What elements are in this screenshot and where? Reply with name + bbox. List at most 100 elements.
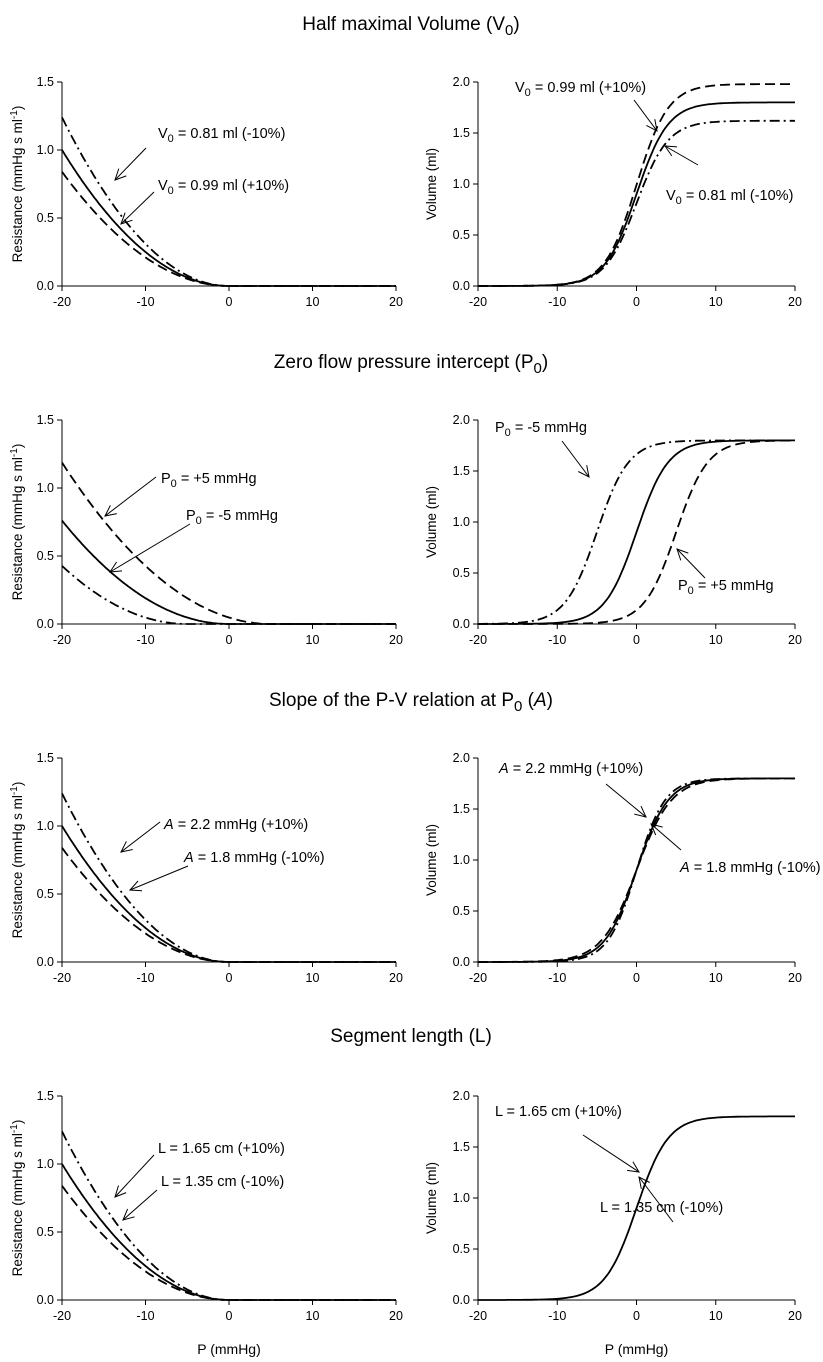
- x-tick-label: 20: [788, 971, 802, 985]
- y-tick-label: 1.5: [453, 1140, 470, 1154]
- resistance-annotation-1: A = 2.2 mmHg (+10%): [120, 817, 308, 853]
- resistance-series-dash: [61, 847, 396, 963]
- y-tick-label: 1.5: [453, 802, 470, 816]
- section-2: Zero flow pressure intercept (P0) 0.0 0.5 1…: [9, 352, 802, 647]
- y-tick-label: 0.0: [37, 279, 54, 293]
- resistance-annotation-2: P0 = -5 mmHg: [109, 508, 278, 573]
- annotation-arrowhead: [676, 548, 689, 561]
- annotation-text: P0 = +5 mmHg: [678, 578, 774, 597]
- y-tick-label: 1.5: [453, 126, 470, 140]
- x-tick-label: 0: [633, 633, 640, 647]
- y-tick-label: 0.5: [37, 887, 54, 901]
- annotation-text: A = 1.8 mmHg (-10%): [679, 860, 821, 876]
- x-tick-label: 10: [306, 295, 320, 309]
- y-tick-label: 0.0: [453, 617, 470, 631]
- resistance-series-dash: [61, 171, 396, 287]
- y-tick-label: 1.0: [453, 853, 470, 867]
- section-title: Zero flow pressure intercept (P0): [274, 352, 548, 377]
- resistance-series-dash: [61, 462, 396, 625]
- volume-annotation-2: L = 1.35 cm (-10%): [600, 1176, 723, 1223]
- annotation-arrow: [122, 1189, 158, 1221]
- volume-axis-label: Volume (ml): [424, 148, 439, 220]
- y-tick-label: 0.5: [453, 566, 470, 580]
- resistance-plot: 0.0 0.5 1.0 1.5 -20 -10 0 10 20 Resistance (mmHg …: [9, 1089, 403, 1357]
- x-tick-label: -10: [548, 295, 566, 309]
- y-tick-label: 2.0: [453, 75, 470, 89]
- y-tick-label: 1.0: [453, 177, 470, 191]
- y-tick-label: 0.5: [37, 1225, 54, 1239]
- resistance-x-axis-label: P (mmHg): [197, 1341, 261, 1357]
- annotation-text: P0 = -5 mmHg: [186, 508, 278, 527]
- y-tick-label: 0.5: [453, 1242, 470, 1256]
- resistance-series-dashdot: [61, 1130, 396, 1301]
- y-tick-label: 1.0: [37, 481, 54, 495]
- section-4: Segment length (L) 0.0 0.5 1.0 1.5 -20 -10 0 10 2…: [9, 1026, 802, 1357]
- annotation-arrowhead: [122, 1208, 135, 1221]
- volume-axis-label: Volume (ml): [424, 486, 439, 558]
- section-title: Segment length (L): [330, 1026, 492, 1047]
- annotation-arrow: [650, 823, 682, 851]
- volume-series-solid: [478, 439, 795, 625]
- x-tick-label: -20: [469, 1309, 487, 1323]
- annotation-text: V0 = 0.81 ml (-10%): [158, 126, 285, 145]
- annotation-arrow: [638, 1176, 674, 1223]
- x-tick-label: 20: [788, 1309, 802, 1323]
- y-tick-label: 1.0: [453, 515, 470, 529]
- annotation-arrowhead: [663, 145, 678, 157]
- volume-plot: 0.0 0.5 1.0 1.5 2.0 -20 -10 0 10 20 Volume (ml) V0 …: [424, 75, 802, 309]
- annotation-arrow: [582, 1134, 640, 1173]
- annotation-arrow: [114, 147, 147, 181]
- resistance-series-dash: [61, 1185, 396, 1301]
- resistance-plot: 0.0 0.5 1.0 1.5 -20 -10 0 10 20 Resistance (mmHg …: [9, 413, 403, 647]
- volume-annotation-1: P0 = -5 mmHg: [495, 420, 590, 478]
- y-tick-label: 2.0: [453, 1089, 470, 1103]
- y-tick-label: 0.5: [453, 228, 470, 242]
- y-tick-label: 1.5: [37, 751, 54, 765]
- x-tick-label: -20: [53, 633, 71, 647]
- volume-annotation-2: A = 1.8 mmHg (-10%): [650, 823, 821, 876]
- resistance-axis-label: Resistance (mmHg s ml-1): [9, 782, 25, 939]
- section-title: Half maximal Volume (V0): [302, 14, 519, 39]
- y-tick-label: 0.0: [37, 955, 54, 969]
- x-tick-label: -10: [136, 295, 154, 309]
- resistance-plot: 0.0 0.5 1.0 1.5 -20 -10 0 10 20 Resistance (mmHg …: [9, 75, 403, 309]
- annotation-arrow: [114, 1154, 155, 1198]
- y-tick-label: 1.5: [37, 413, 54, 427]
- section-1: Half maximal Volume (V0) 0.0 0.5 1.0 1.5 -20 -…: [9, 14, 802, 309]
- annotation-arrow: [664, 145, 699, 166]
- y-tick-label: 0.0: [37, 617, 54, 631]
- volume-annotation-1: L = 1.65 cm (+10%): [495, 1104, 640, 1173]
- y-tick-label: 1.5: [453, 464, 470, 478]
- volume-series-dash: [478, 777, 795, 963]
- x-tick-label: -10: [548, 971, 566, 985]
- y-tick-label: 0.0: [453, 279, 470, 293]
- y-tick-label: 1.5: [37, 75, 54, 89]
- x-tick-label: -20: [53, 295, 71, 309]
- x-tick-label: -10: [548, 633, 566, 647]
- volume-plot: 0.0 0.5 1.0 1.5 2.0 -20 -10 0 10 20 Volume (ml) A =…: [424, 751, 821, 985]
- x-tick-label: 0: [633, 971, 640, 985]
- x-tick-label: 20: [389, 295, 403, 309]
- resistance-series-dashdot: [61, 565, 396, 625]
- annotation-arrow: [633, 99, 658, 132]
- y-tick-label: 0.0: [37, 1293, 54, 1307]
- x-tick-label: -20: [469, 971, 487, 985]
- resistance-annotation-2: A = 1.8 mmHg (-10%): [128, 850, 325, 892]
- x-tick-label: -20: [469, 295, 487, 309]
- x-tick-label: 20: [389, 633, 403, 647]
- annotation-arrowhead: [114, 1185, 127, 1198]
- x-tick-label: 0: [226, 295, 233, 309]
- volume-series-dash: [478, 83, 796, 287]
- resistance-series-dashdot: [61, 792, 396, 963]
- annotation-text: L = 1.65 cm (+10%): [495, 1104, 622, 1120]
- annotation-arrowhead: [120, 841, 133, 853]
- annotation-arrowhead: [650, 823, 663, 836]
- y-tick-label: 1.0: [37, 1157, 54, 1171]
- volume-plot: 0.0 0.5 1.0 1.5 2.0 -20 -10 0 10 20 Volume (ml) L =…: [424, 1089, 802, 1357]
- volume-series-dash: [478, 439, 795, 625]
- annotation-text: L = 1.65 cm (+10%): [158, 1141, 285, 1157]
- annotation-text: A = 2.2 mmHg (+10%): [498, 761, 643, 777]
- annotation-arrowhead: [109, 561, 123, 573]
- resistance-annotation-2: L = 1.35 cm (-10%): [122, 1174, 284, 1221]
- x-tick-label: 0: [633, 295, 640, 309]
